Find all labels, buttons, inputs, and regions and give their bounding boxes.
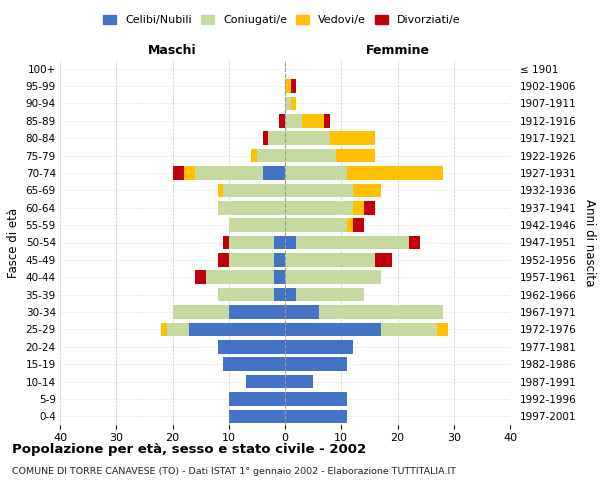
Bar (285, 96, 290, 110)
Legend: Celibi/Nubili, Coniugati/e, Vedovi/e, Divorziati/e: Celibi/Nubili, Coniugati/e, Vedovi/e, Di… (99, 10, 465, 30)
Bar (290, 80, 296, 93)
Bar (285, 166, 347, 180)
Bar (229, 392, 285, 406)
Bar (195, 270, 206, 284)
Bar (296, 288, 364, 302)
Bar (173, 166, 184, 180)
Bar (161, 322, 167, 336)
Bar (218, 253, 229, 266)
Bar (335, 149, 375, 162)
Text: Femmine: Femmine (365, 44, 430, 57)
Bar (229, 410, 285, 423)
Bar (184, 166, 195, 180)
Bar (223, 236, 229, 250)
Bar (285, 270, 380, 284)
Bar (274, 236, 285, 250)
Bar (218, 184, 223, 197)
Bar (268, 132, 285, 145)
Bar (195, 166, 263, 180)
Bar (274, 253, 285, 266)
Bar (190, 322, 285, 336)
Bar (223, 184, 285, 197)
Bar (229, 218, 285, 232)
Bar (285, 410, 347, 423)
Bar (285, 358, 347, 371)
Bar (353, 184, 380, 197)
Bar (285, 253, 375, 266)
Bar (375, 253, 392, 266)
Bar (285, 80, 290, 93)
Bar (296, 236, 409, 250)
Bar (223, 358, 285, 371)
Bar (319, 305, 443, 319)
Bar (285, 201, 353, 214)
Bar (218, 288, 274, 302)
Bar (251, 149, 257, 162)
Bar (437, 322, 448, 336)
Bar (285, 305, 319, 319)
Bar (206, 270, 274, 284)
Bar (302, 114, 325, 128)
Bar (229, 253, 274, 266)
Bar (290, 96, 296, 110)
Bar (285, 114, 302, 128)
Bar (274, 270, 285, 284)
Bar (330, 132, 375, 145)
Bar (285, 322, 380, 336)
Bar (285, 236, 296, 250)
Bar (353, 201, 364, 214)
Bar (257, 149, 285, 162)
Bar (285, 218, 347, 232)
Bar (229, 236, 274, 250)
Bar (285, 340, 353, 353)
Bar (347, 166, 443, 180)
Text: Popolazione per età, sesso e stato civile - 2002: Popolazione per età, sesso e stato civil… (12, 442, 366, 456)
Bar (364, 201, 375, 214)
Bar (409, 236, 420, 250)
Bar (229, 305, 285, 319)
Bar (285, 392, 347, 406)
Bar (280, 114, 285, 128)
Bar (218, 201, 285, 214)
Bar (347, 218, 353, 232)
Bar (380, 322, 437, 336)
Bar (263, 132, 268, 145)
Bar (285, 288, 296, 302)
Y-axis label: Anni di nascita: Anni di nascita (583, 199, 596, 286)
Text: COMUNE DI TORRE CANAVESE (TO) - Dati ISTAT 1° gennaio 2002 - Elaborazione TUTTIT: COMUNE DI TORRE CANAVESE (TO) - Dati IST… (12, 468, 456, 476)
Bar (325, 114, 330, 128)
Bar (285, 132, 330, 145)
Bar (353, 218, 364, 232)
Bar (245, 375, 285, 388)
Bar (218, 340, 285, 353)
Bar (167, 322, 190, 336)
Bar (263, 166, 285, 180)
Bar (173, 305, 229, 319)
Bar (285, 184, 353, 197)
Bar (274, 288, 285, 302)
Bar (285, 375, 313, 388)
Text: Maschi: Maschi (148, 44, 197, 57)
Y-axis label: Fasce di età: Fasce di età (7, 208, 20, 278)
Bar (285, 149, 335, 162)
